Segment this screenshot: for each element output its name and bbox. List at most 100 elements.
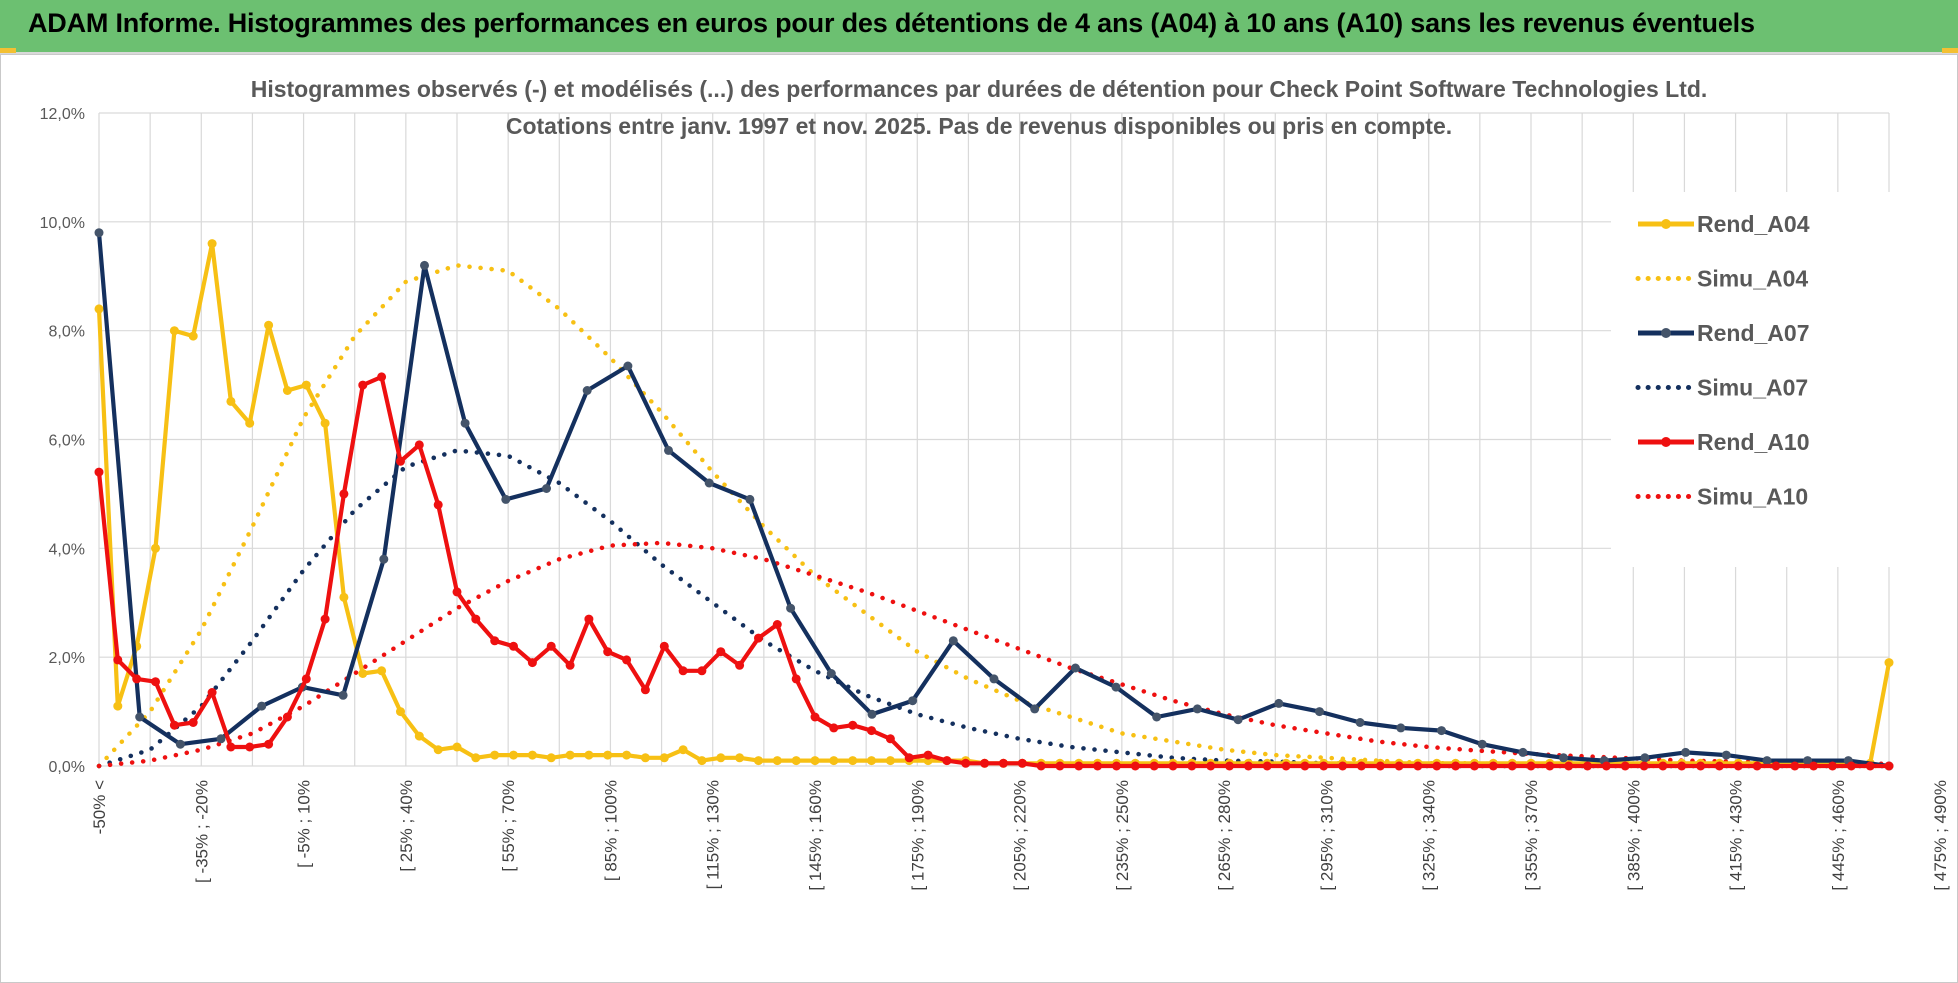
series-rend-a10 <box>94 372 1894 771</box>
series-line <box>96 540 1892 769</box>
data-point <box>1274 698 1284 708</box>
data-point <box>1319 761 1329 771</box>
chart-titles: Histogrammes observés (-) et modélisés (… <box>251 76 1708 139</box>
series-line <box>96 263 1892 769</box>
x-tick-label: [ -35% ; -20% <box>192 780 211 883</box>
data-point <box>452 742 462 752</box>
data-point <box>377 372 387 382</box>
data-point <box>1149 761 1159 771</box>
data-point <box>1396 723 1406 733</box>
x-tick-label: [ -5% ; 10% <box>295 780 314 868</box>
x-tick-label: [ 265% ; 280% <box>1215 780 1234 891</box>
report-banner: ADAM Informe. Histogrammes des performan… <box>0 0 1958 54</box>
data-point <box>1206 761 1216 771</box>
x-tick-label: [ 175% ; 190% <box>908 780 927 891</box>
data-point <box>282 386 292 395</box>
data-point <box>1559 753 1568 763</box>
data-point <box>904 753 914 763</box>
data-point <box>414 440 424 450</box>
data-point <box>829 723 839 733</box>
data-point <box>1583 761 1592 771</box>
data-point <box>908 696 918 706</box>
legend-item-simu-a10: Simu_A10 <box>1635 484 1808 510</box>
data-point <box>509 641 518 651</box>
data-point <box>1681 747 1691 757</box>
data-point <box>1130 761 1140 771</box>
data-point <box>1526 761 1536 771</box>
data-point <box>1168 761 1178 771</box>
data-point <box>94 467 104 477</box>
data-point <box>94 228 104 238</box>
data-point <box>301 380 311 390</box>
data-point <box>1488 761 1498 771</box>
series-layer <box>94 228 1894 771</box>
data-point <box>697 756 707 766</box>
data-point <box>264 739 274 749</box>
data-point <box>745 494 755 504</box>
legend-marker <box>1661 219 1671 229</box>
data-point <box>490 750 500 760</box>
data-point <box>301 674 311 684</box>
legend-label: Simu_A04 <box>1697 266 1808 292</box>
data-point <box>735 660 745 670</box>
y-tick-label: 10,0% <box>40 215 85 232</box>
data-point <box>433 500 443 510</box>
data-point <box>460 418 470 428</box>
x-tick-label: [ 25% ; 40% <box>397 780 416 872</box>
data-point <box>1036 761 1046 771</box>
data-point <box>1518 747 1528 757</box>
data-point <box>584 750 594 760</box>
legend-label: Simu_A07 <box>1697 375 1808 401</box>
y-tick-label: 4,0% <box>49 541 85 558</box>
corner-mark-left <box>0 48 16 53</box>
legend-label: Rend_A04 <box>1697 211 1810 237</box>
data-point <box>226 396 236 406</box>
x-tick-label: [ 55% ; 70% <box>499 780 518 872</box>
data-point <box>942 756 952 766</box>
data-point <box>169 720 179 730</box>
data-point <box>1375 761 1385 771</box>
data-point <box>546 641 556 651</box>
data-point <box>226 742 236 752</box>
data-point <box>471 753 481 763</box>
data-point <box>1152 712 1162 722</box>
data-point <box>948 636 958 646</box>
data-point <box>603 750 613 760</box>
legend-label: Rend_A07 <box>1697 320 1809 346</box>
y-tick-label: 6,0% <box>49 433 85 450</box>
data-point <box>716 647 726 657</box>
data-point <box>1677 761 1687 771</box>
data-point <box>433 745 443 755</box>
chart-subtitle: Cotations entre janv. 1997 et nov. 2025.… <box>506 113 1452 139</box>
legend-item-simu-a07: Simu_A07 <box>1635 375 1808 401</box>
legend: Rend_A04 Simu_A04 Rend_A07 Simu_A07 Rend_A10… <box>1611 192 1891 567</box>
data-point <box>1752 761 1762 771</box>
legend-item-rend-a04: Rend_A04 <box>1638 211 1810 237</box>
x-tick-label: [ 295% ; 310% <box>1317 780 1336 891</box>
data-point <box>582 386 592 395</box>
data-point <box>1762 756 1772 766</box>
data-point <box>501 494 511 504</box>
data-point <box>659 641 669 651</box>
data-point <box>132 674 142 684</box>
legend-label: Simu_A10 <box>1697 484 1808 510</box>
data-point <box>1477 739 1487 749</box>
data-point <box>565 660 575 670</box>
data-point <box>509 750 518 760</box>
data-point <box>1315 707 1324 717</box>
data-point <box>772 620 782 629</box>
data-point <box>113 655 123 665</box>
data-point <box>716 753 726 763</box>
data-point <box>207 688 217 697</box>
data-point <box>678 666 688 676</box>
data-point <box>923 750 933 760</box>
data-point <box>867 726 876 736</box>
data-point <box>1413 761 1423 771</box>
data-point <box>245 418 255 428</box>
data-point <box>1721 750 1731 760</box>
data-point <box>257 701 267 711</box>
data-point <box>678 745 688 755</box>
data-point <box>565 750 575 760</box>
data-point <box>546 753 556 763</box>
data-point <box>1394 761 1404 771</box>
